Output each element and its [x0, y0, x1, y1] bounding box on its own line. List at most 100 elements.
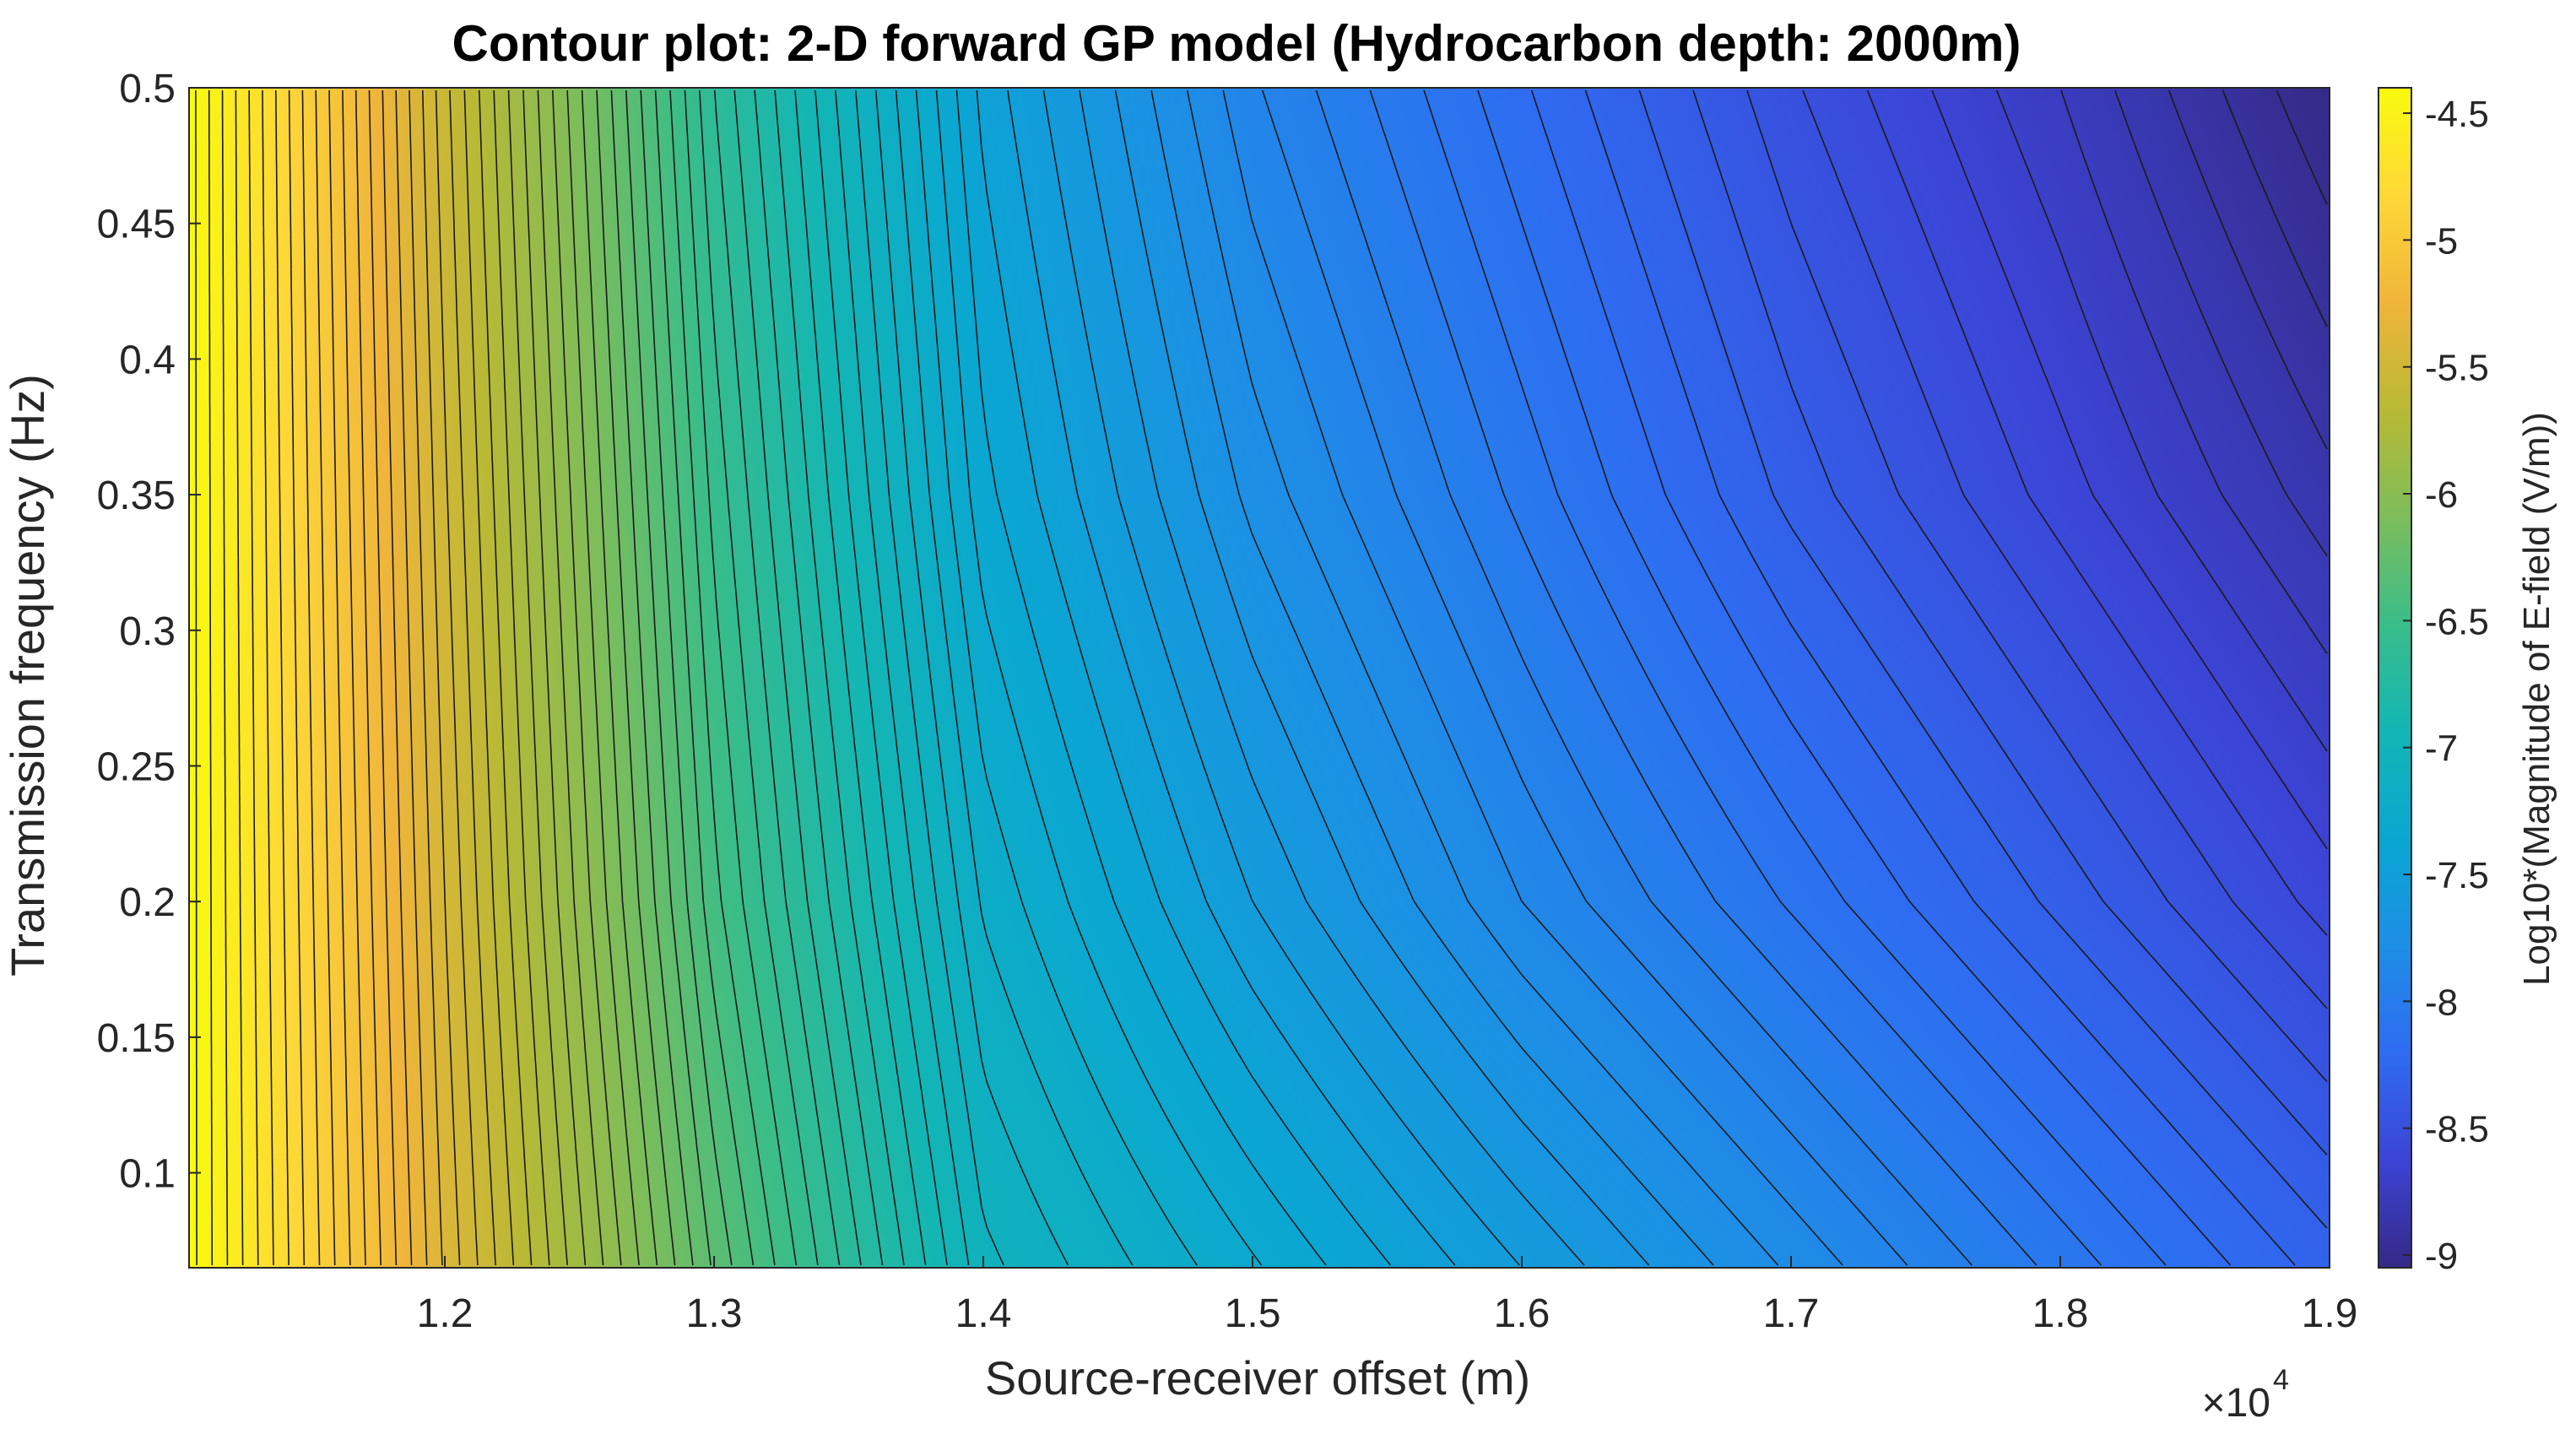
contour-line: [566, 89, 640, 1266]
contour-line: [1007, 89, 1456, 1266]
contour-line: [522, 89, 587, 1266]
x-multiplier-base: ×10: [2202, 1381, 2270, 1426]
contour-line: [395, 89, 428, 1266]
contour-line: [874, 89, 1069, 1266]
contour-line: [713, 89, 841, 1266]
contour-line: [1638, 89, 2328, 1229]
contour-line: [955, 89, 1327, 1266]
contour-line: [774, 89, 905, 1266]
contour-line: [1692, 89, 2328, 1155]
y-tick-label: 0.5: [119, 67, 176, 111]
contour-line: [2276, 89, 2328, 205]
contour-fill: [189, 88, 2330, 1268]
contour-line: [1042, 89, 1520, 1266]
contour-line: [1477, 89, 2167, 1266]
colorbar-tick-label: -5.5: [2425, 348, 2489, 389]
contour-line: [654, 89, 755, 1266]
contour-line: [684, 89, 798, 1266]
contour-line: [855, 89, 1004, 1266]
x-tick-label: 1.6: [1494, 1291, 1550, 1336]
x-axis-label: Source-receiver offset (m): [985, 1351, 1530, 1404]
colorbar-tick-label: -4.5: [2425, 94, 2489, 135]
contour-line: [625, 89, 712, 1266]
x-tick-label: 1.2: [417, 1291, 474, 1336]
y-tick-label: 0.3: [119, 609, 176, 654]
contour-line: [248, 90, 259, 1266]
x-tick-label: 1.9: [2302, 1291, 2358, 1336]
colorbar-tick-label: -8: [2425, 982, 2458, 1023]
colorbar-axis: -4.5 -5 -5.5 -6 -6.5 -7 -7.5 -8 -8.5 -9: [2403, 94, 2489, 1277]
x-tick-label: 1.4: [955, 1291, 1012, 1336]
contour-line: [262, 90, 274, 1266]
contour-line: [2114, 89, 2328, 557]
colorbar-tick-label: -7: [2425, 728, 2458, 770]
x-multiplier-exponent: 4: [2273, 1364, 2289, 1396]
contour-line: [895, 89, 1134, 1266]
contour-line: [640, 89, 733, 1266]
contour-line: [1995, 89, 2328, 752]
contour-line: [669, 89, 776, 1266]
contour-line: [2060, 89, 2328, 654]
contour-line: [754, 89, 884, 1266]
contour-line: [493, 89, 550, 1266]
contour-line: [835, 89, 970, 1266]
contour-line: [1079, 89, 1585, 1266]
contour-line: [733, 89, 862, 1266]
contour-line: [699, 89, 819, 1266]
colorbar-tick-label: -6: [2425, 474, 2458, 516]
y-axis: 0.1 0.15 0.2 0.25 0.3 0.35 0.4 0.45 0.5: [97, 67, 201, 1197]
contour-line: [1530, 89, 2232, 1266]
contour-line: [1150, 89, 1714, 1266]
contour-line: [449, 89, 496, 1266]
x-tick-label: 1.5: [1225, 1291, 1281, 1336]
contour-line: [301, 89, 321, 1266]
contour-line: [507, 89, 568, 1266]
contour-line: [1369, 89, 2038, 1266]
contour-line: [195, 90, 198, 1265]
x-tick-label: 1.3: [686, 1291, 743, 1336]
contour-line: [935, 89, 1263, 1266]
contour-line: [794, 89, 927, 1265]
chart-title: Contour plot: 2-D forward GP model (Hydr…: [452, 15, 2021, 72]
contour-line: [435, 89, 479, 1266]
y-tick-label: 0.2: [119, 880, 176, 925]
x-axis: 1.2 1.3 1.4 1.5 1.6 1.7 1.8 1.9: [417, 1256, 2358, 1336]
contour-line: [342, 89, 366, 1266]
contour-line: [1114, 89, 1650, 1266]
contour-line: [382, 89, 413, 1266]
contour-line: [275, 89, 290, 1265]
colorbar-frame: [2378, 87, 2412, 1269]
contour-line: [328, 89, 351, 1266]
contour-line: [596, 89, 676, 1266]
contour-line: [2167, 89, 2328, 450]
contour-line: [1931, 89, 2328, 850]
contour-line: [1222, 89, 1843, 1266]
y-tick-label: 0.4: [119, 338, 176, 382]
contour-line: [552, 89, 622, 1266]
contour-line: [354, 89, 382, 1266]
contour-line: [1423, 89, 2102, 1266]
contour-line: [409, 89, 443, 1266]
y-tick-label: 0.1: [119, 1152, 176, 1197]
y-tick-label: 0.35: [97, 474, 176, 518]
colorbar: [2378, 88, 2411, 1268]
colorbar-label: Log10*(Magnitude of E-field (V/m)): [2516, 412, 2557, 986]
contour-line: [581, 89, 658, 1266]
contour-line: [2222, 89, 2328, 327]
contour-line: [1315, 89, 1973, 1266]
contour-lines: [195, 89, 2328, 1266]
y-tick-label: 0.25: [97, 744, 176, 789]
colorbar-tick-label: -9: [2425, 1236, 2458, 1277]
contour-line: [1802, 89, 2328, 1009]
contour-line: [1186, 89, 1779, 1266]
plot-frame: [188, 87, 2330, 1269]
y-axis-label: Transmission frequency (Hz): [1, 374, 54, 977]
contour-line: [1261, 89, 1908, 1266]
colorbar-tick-label: -5: [2425, 220, 2458, 262]
contour-line: [1584, 89, 2296, 1266]
y-tick-label: 0.45: [97, 203, 176, 247]
contour-line: [463, 89, 515, 1266]
contour-line: [208, 90, 214, 1266]
contour-line: [1866, 89, 2328, 936]
